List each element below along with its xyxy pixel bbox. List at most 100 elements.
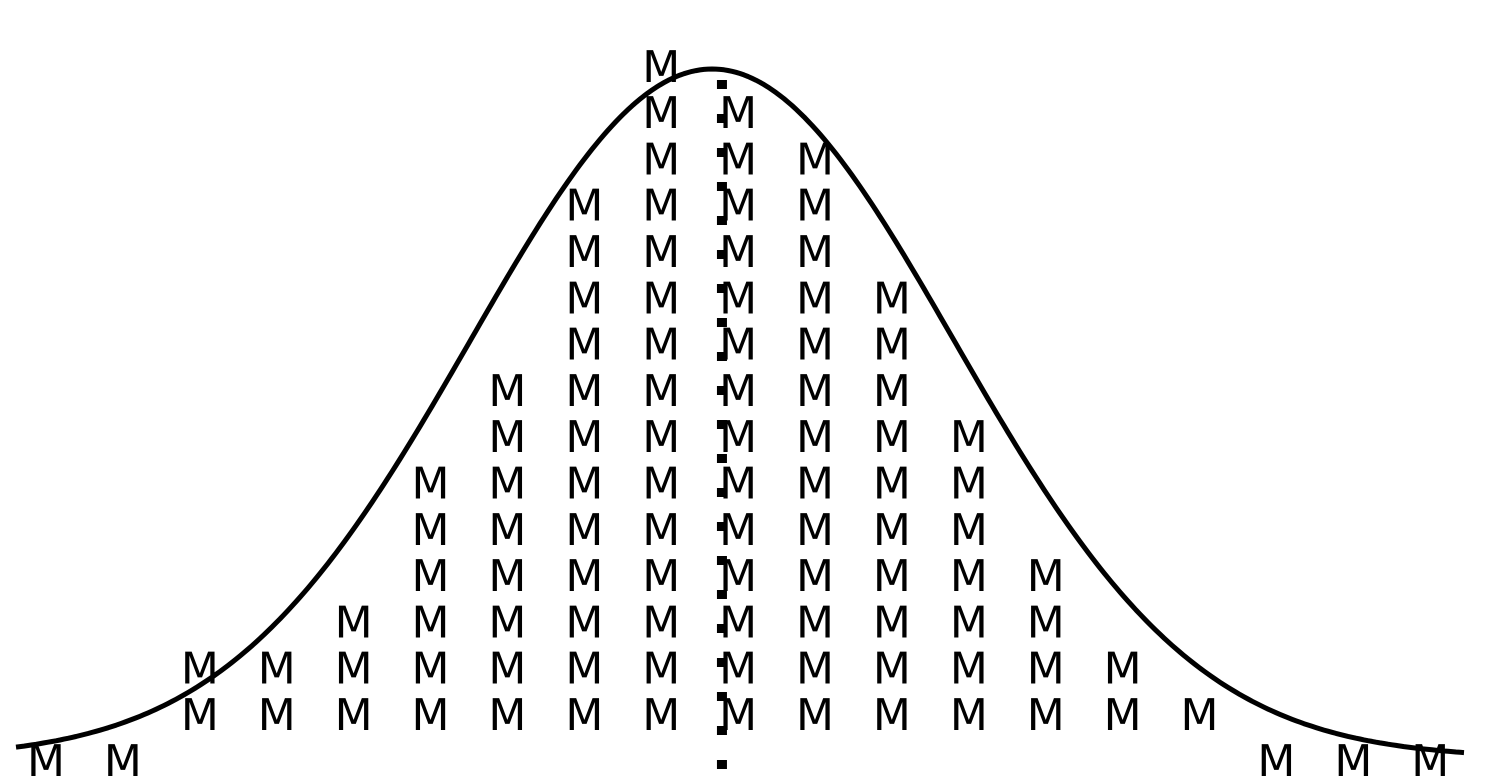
dot-mark: M <box>950 459 988 510</box>
dot-mark: M <box>488 551 526 602</box>
dot-mark: M <box>488 690 526 741</box>
mean-line-dash <box>716 114 727 123</box>
mean-line-dash <box>716 182 727 191</box>
dot-mark: M <box>412 505 450 556</box>
dot-mark: M <box>796 505 834 556</box>
mean-line-dash <box>716 488 727 497</box>
mean-line-dash <box>716 726 727 735</box>
dot-mark: M <box>1411 736 1449 779</box>
dot-mark: M <box>950 412 988 463</box>
dot-mark: M <box>642 366 680 417</box>
mean-line-dash <box>716 318 727 327</box>
dot-mark: M <box>873 690 911 741</box>
dot-mark: M <box>796 690 834 741</box>
dot-mark: M <box>950 690 988 741</box>
mean-line-dash <box>716 420 727 429</box>
mean-line-dash <box>716 692 727 701</box>
dot-mark: M <box>488 644 526 695</box>
dot-mark: M <box>565 597 603 648</box>
dot-mark: M <box>412 551 450 602</box>
dot-mark: M <box>642 88 680 139</box>
mean-line-dash <box>716 216 727 225</box>
dot-mark: M <box>335 597 373 648</box>
dot-mark: M <box>719 459 757 510</box>
mean-line-dash <box>716 624 727 633</box>
dot-mark: M <box>873 459 911 510</box>
dot-mark: M <box>796 273 834 324</box>
dot-marks: M MMMMMMMMMMMMMMMMMMMMMMMMMMMMMMMMMMMMMMM… <box>27 42 1449 779</box>
dot-mark: M <box>796 644 834 695</box>
dot-mark: M <box>642 690 680 741</box>
dot-mark: M <box>258 690 296 741</box>
dot-mark: M <box>796 597 834 648</box>
dot-mark: M <box>258 644 296 695</box>
mean-line <box>716 80 727 769</box>
dot-mark: M <box>565 459 603 510</box>
dot-mark: M <box>1104 690 1142 741</box>
dot-mark: M <box>335 690 373 741</box>
dot-mark: M <box>412 459 450 510</box>
dot-mark: M <box>1257 736 1295 779</box>
dot-mark: M <box>950 505 988 556</box>
dot-mark: M <box>1027 690 1065 741</box>
dot-mark: M <box>719 320 757 371</box>
dot-mark: M <box>565 273 603 324</box>
dot-mark: M <box>642 505 680 556</box>
mean-line-dash <box>716 80 727 89</box>
dot-mark: M <box>565 412 603 463</box>
dot-mark: M <box>796 366 834 417</box>
dot-mark: M <box>488 597 526 648</box>
dot-mark: M <box>412 644 450 695</box>
dot-mark: M <box>565 320 603 371</box>
dot-mark: M <box>642 597 680 648</box>
dot-mark: M <box>719 644 757 695</box>
dot-mark: M <box>488 505 526 556</box>
dot-mark: M <box>642 181 680 232</box>
dot-mark: M <box>873 597 911 648</box>
dot-mark: M <box>1104 644 1142 695</box>
dot-mark: M <box>1027 644 1065 695</box>
dot-mark: M <box>488 459 526 510</box>
dot-mark: M <box>642 644 680 695</box>
dot-mark: M <box>1181 690 1219 741</box>
dot-mark: M <box>950 644 988 695</box>
dot-mark: M <box>796 412 834 463</box>
dot-mark: M <box>642 459 680 510</box>
dot-mark: M <box>719 597 757 648</box>
dot-mark: M <box>796 551 834 602</box>
dot-mark: M <box>642 227 680 278</box>
dot-mark: M <box>1334 736 1372 779</box>
dot-mark: M <box>642 320 680 371</box>
dot-mark: M <box>873 505 911 556</box>
mean-line-dash <box>716 658 727 667</box>
dot-mark: M <box>565 505 603 556</box>
dot-mark: M <box>950 597 988 648</box>
dot-mark: M <box>488 366 526 417</box>
dot-mark: M <box>181 690 219 741</box>
mean-line-dash <box>716 454 727 463</box>
density-curve <box>15 66 1465 756</box>
dot-mark: M <box>565 227 603 278</box>
mean-line-dash <box>716 386 727 395</box>
dot-mark: M <box>873 412 911 463</box>
dot-mark: M <box>796 181 834 232</box>
dot-mark: M <box>565 551 603 602</box>
mean-line-dash <box>716 284 727 293</box>
mean-line-dash <box>716 590 727 599</box>
dot-mark: M <box>796 320 834 371</box>
dot-mark: M <box>642 134 680 185</box>
dot-mark: M <box>873 273 911 324</box>
dot-mark: M <box>719 273 757 324</box>
dot-mark: M <box>873 644 911 695</box>
dot-mark: M <box>104 736 142 779</box>
dot-mark: M <box>565 644 603 695</box>
dot-mark: M <box>719 134 757 185</box>
dot-mark: M <box>719 88 757 139</box>
dot-mark: M <box>488 412 526 463</box>
dot-mark: M <box>796 459 834 510</box>
mean-line-dash <box>716 760 727 769</box>
dot-mark: M <box>642 273 680 324</box>
mean-line-dash <box>716 148 727 157</box>
dot-mark: M <box>565 181 603 232</box>
